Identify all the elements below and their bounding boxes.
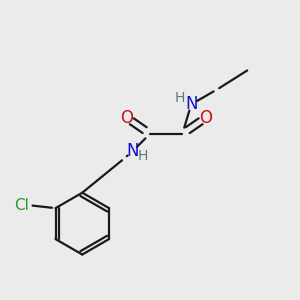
Text: N: N: [126, 142, 139, 160]
Text: H: H: [137, 149, 148, 163]
Text: O: O: [120, 109, 133, 127]
Text: Cl: Cl: [14, 198, 29, 213]
Text: O: O: [200, 109, 212, 127]
Text: H: H: [175, 92, 185, 106]
Text: N: N: [185, 95, 197, 113]
